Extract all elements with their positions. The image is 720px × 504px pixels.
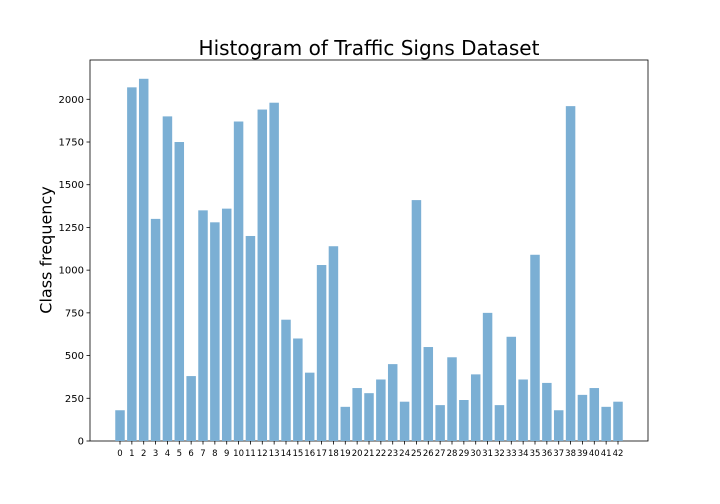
bar-29	[459, 400, 469, 441]
y-tick-label: 1500	[59, 180, 84, 191]
x-tick-label: 5	[177, 449, 182, 459]
bar-5	[174, 142, 185, 441]
bar-31	[482, 312, 493, 441]
bar-27	[435, 405, 445, 441]
x-tick-label: 19	[340, 449, 351, 459]
bar-20	[352, 388, 362, 441]
x-tick-label: 32	[494, 449, 505, 459]
x-tick-label: 24	[399, 449, 410, 459]
x-tick-label: 7	[200, 449, 205, 459]
x-tick-label: 36	[541, 449, 552, 459]
bar-17	[316, 265, 327, 441]
x-tick-label: 1	[129, 449, 134, 459]
x-tick-label: 23	[387, 449, 398, 459]
y-tick-label: 1750	[59, 138, 84, 149]
chart-title: Histogram of Traffic Signs Dataset	[198, 36, 540, 60]
x-tick-label: 25	[411, 449, 422, 459]
x-tick-label: 39	[577, 449, 588, 459]
bar-36	[542, 382, 552, 441]
x-tick-label: 14	[281, 449, 292, 459]
x-tick-label: 27	[435, 449, 446, 459]
y-tick-label: 0	[78, 437, 84, 448]
x-tick-label: 35	[530, 449, 541, 459]
x-tick-label: 17	[316, 449, 327, 459]
bar-42	[613, 401, 623, 441]
x-tick-label: 0	[117, 449, 122, 459]
bar-28	[447, 357, 457, 441]
bar-24	[399, 401, 410, 441]
axes-frame	[89, 59, 649, 442]
x-tick-label: 31	[482, 449, 493, 459]
bar-4	[162, 116, 173, 441]
bar-37	[553, 410, 564, 441]
bar-13	[269, 102, 279, 442]
bar-11	[245, 235, 256, 441]
bar-6	[186, 376, 196, 441]
x-tick-label: 16	[304, 449, 315, 459]
x-tick-label: 40	[589, 449, 600, 459]
x-tick-label: 37	[553, 449, 564, 459]
bar-12	[257, 109, 268, 442]
bar-16	[304, 372, 315, 441]
x-tick-label: 11	[245, 449, 256, 459]
x-tick-label: 18	[328, 449, 339, 459]
y-tick-label: 500	[65, 351, 84, 362]
bar-26	[423, 347, 434, 441]
y-tick-label: 750	[65, 308, 84, 319]
y-tick-label: 1250	[59, 223, 84, 234]
x-tick-label: 26	[423, 449, 434, 459]
bar-30	[470, 374, 481, 441]
bar-41	[601, 406, 611, 441]
bar-23	[387, 364, 398, 441]
x-tick-label: 4	[165, 449, 170, 459]
bar-15	[293, 338, 303, 441]
bar-7	[198, 210, 208, 441]
bar-39	[577, 394, 588, 441]
x-tick-label: 20	[352, 449, 363, 459]
bar-21	[364, 393, 374, 441]
x-tick-label: 10	[233, 449, 244, 459]
x-tick-label: 12	[257, 449, 268, 459]
bar-25	[411, 200, 422, 441]
x-tick-label: 22	[375, 449, 386, 459]
x-tick-label: 28	[447, 449, 458, 459]
x-tick-label: 6	[188, 449, 193, 459]
bar-19	[340, 406, 351, 441]
y-tick-label: 250	[65, 394, 84, 405]
x-tick-label: 9	[224, 449, 229, 459]
x-tick-label: 13	[269, 449, 280, 459]
bar-1	[127, 87, 137, 441]
x-tick-label: 3	[153, 449, 158, 459]
x-tick-label: 30	[470, 449, 481, 459]
bar-3	[150, 218, 161, 441]
bar-35	[530, 254, 540, 441]
y-tick-label: 1000	[59, 266, 84, 277]
x-tick-label: 29	[458, 449, 469, 459]
bar-38	[565, 106, 576, 441]
x-tick-label: 34	[518, 449, 529, 459]
bar-10	[233, 121, 244, 441]
bar-22	[376, 379, 386, 441]
x-tick-label: 21	[364, 449, 375, 459]
bar-18	[328, 246, 339, 441]
y-tick-label: 2000	[59, 95, 84, 106]
x-tick-label: 15	[292, 449, 303, 459]
bar-32	[494, 405, 505, 441]
bar-34	[518, 379, 528, 441]
bar-2	[138, 78, 149, 441]
x-tick-label: 41	[601, 449, 612, 459]
x-tick-label: 2	[141, 449, 146, 459]
x-tick-label: 33	[506, 449, 517, 459]
x-tick-label: 42	[613, 449, 624, 459]
bar-33	[506, 336, 517, 441]
bar-40	[589, 388, 600, 441]
x-tick-label: 8	[212, 449, 217, 459]
x-tick-label: 38	[565, 449, 576, 459]
bar-9	[221, 208, 232, 441]
bar-0	[115, 410, 125, 441]
bar-14	[281, 319, 291, 441]
bar-8	[210, 222, 220, 441]
